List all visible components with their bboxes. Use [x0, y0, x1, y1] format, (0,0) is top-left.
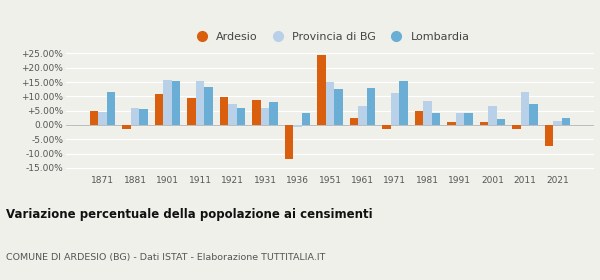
Bar — [529, 104, 538, 125]
Bar — [480, 122, 488, 125]
Bar — [107, 92, 115, 125]
Bar — [545, 125, 553, 146]
Bar — [367, 88, 375, 125]
Bar — [488, 106, 497, 125]
Bar — [139, 109, 148, 125]
Bar — [553, 121, 562, 125]
Bar — [293, 125, 302, 127]
Bar — [464, 113, 473, 125]
Bar — [196, 81, 205, 125]
Bar — [269, 102, 278, 125]
Bar — [415, 111, 423, 125]
Bar — [229, 104, 237, 125]
Bar — [163, 80, 172, 125]
Bar — [521, 92, 529, 125]
Bar — [350, 118, 358, 125]
Bar — [497, 119, 505, 125]
Bar — [391, 94, 399, 125]
Text: COMUNE DI ARDESIO (BG) - Dati ISTAT - Elaborazione TUTTITALIA.IT: COMUNE DI ARDESIO (BG) - Dati ISTAT - El… — [6, 253, 325, 262]
Bar — [155, 94, 163, 125]
Text: Variazione percentuale della popolazione ai censimenti: Variazione percentuale della popolazione… — [6, 208, 373, 221]
Bar — [431, 113, 440, 125]
Bar — [237, 108, 245, 125]
Bar — [562, 118, 570, 125]
Bar — [172, 81, 180, 125]
Bar — [205, 87, 213, 125]
Bar — [334, 89, 343, 125]
Bar — [98, 112, 107, 125]
Bar — [90, 111, 98, 125]
Bar — [187, 98, 196, 125]
Legend: Ardesio, Provincia di BG, Lombardia: Ardesio, Provincia di BG, Lombardia — [186, 27, 474, 46]
Bar — [423, 101, 431, 125]
Bar — [302, 113, 310, 125]
Bar — [382, 125, 391, 129]
Bar — [512, 125, 521, 129]
Bar — [220, 97, 229, 125]
Bar — [358, 106, 367, 125]
Bar — [317, 55, 326, 125]
Bar — [399, 81, 407, 125]
Bar — [285, 125, 293, 159]
Bar — [455, 113, 464, 125]
Bar — [326, 82, 334, 125]
Bar — [122, 125, 131, 129]
Bar — [447, 122, 455, 125]
Bar — [253, 100, 261, 125]
Bar — [131, 108, 139, 125]
Bar — [261, 108, 269, 125]
